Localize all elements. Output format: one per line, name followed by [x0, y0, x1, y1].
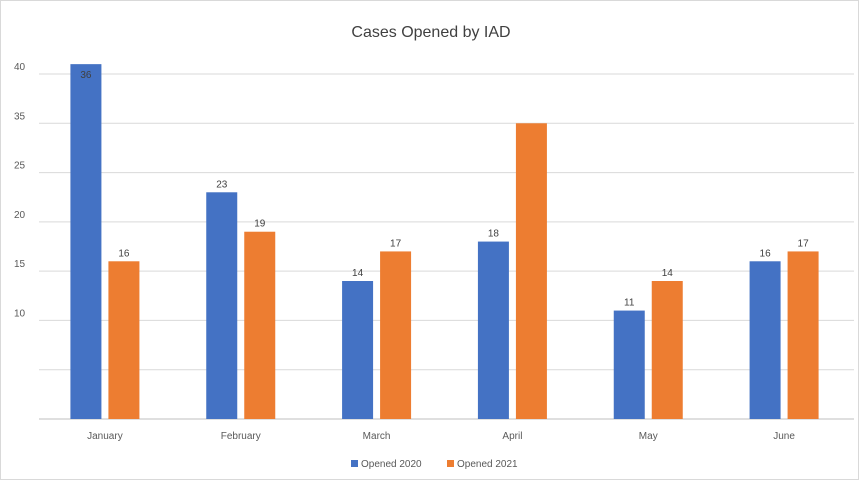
legend-label: Opened 2021 [457, 459, 518, 470]
bar-opened-2020-march [342, 281, 374, 419]
data-label: 16 [760, 248, 772, 259]
data-label: 18 [488, 229, 500, 240]
data-label: 11 [624, 298, 635, 309]
y-axis-tick-labels: 10 15 20 25 35 40 [14, 62, 26, 319]
legend-label: Opened 2020 [361, 459, 422, 470]
x-tick-label: June [773, 431, 795, 442]
y-tick-label: 10 [14, 308, 26, 319]
bar-opened-2021-april [515, 123, 547, 420]
data-label: 14 [662, 268, 674, 279]
y-tick-label: 20 [14, 210, 26, 221]
data-label: 17 [390, 238, 402, 249]
bar-opened-2020-january [70, 64, 102, 419]
legend: Opened 2020 Opened 2021 [351, 459, 518, 470]
y-tick-label: 40 [14, 62, 26, 73]
bar-opened-2021-january [108, 261, 140, 419]
bar-opened-2021-may [651, 281, 683, 419]
x-axis-tick-labels: January February March April May June [87, 431, 795, 442]
y-tick-label: 25 [14, 161, 26, 172]
bar-opened-2020-february [206, 192, 238, 419]
data-label: 23 [216, 179, 228, 190]
x-tick-label: January [87, 431, 123, 442]
bar-opened-2020-april [477, 241, 509, 419]
data-labels: 36 16 23 19 14 17 18 11 14 16 17 [80, 70, 809, 308]
bar-opened-2021-march [380, 251, 412, 419]
chart-title: Cases Opened by IAD [351, 24, 510, 41]
x-tick-label: February [221, 431, 261, 442]
x-tick-label: May [639, 431, 658, 442]
data-label: 14 [352, 268, 364, 279]
bar-opened-2021-june [787, 251, 819, 419]
legend-swatch [447, 460, 454, 467]
data-label: 17 [798, 238, 810, 249]
bar-opened-2021-february [244, 231, 276, 419]
y-tick-label: 15 [14, 259, 26, 270]
x-tick-label: April [502, 431, 522, 442]
gridlines [39, 73, 854, 420]
bar-opened-2020-june [749, 261, 781, 419]
data-label: 16 [118, 248, 130, 259]
y-tick-label: 35 [14, 111, 26, 122]
data-label: 19 [254, 219, 266, 230]
bar-opened-2020-may [613, 310, 645, 419]
bars [70, 64, 819, 420]
legend-swatch [351, 460, 358, 467]
x-tick-label: March [363, 431, 391, 442]
data-label: 36 [80, 70, 92, 81]
